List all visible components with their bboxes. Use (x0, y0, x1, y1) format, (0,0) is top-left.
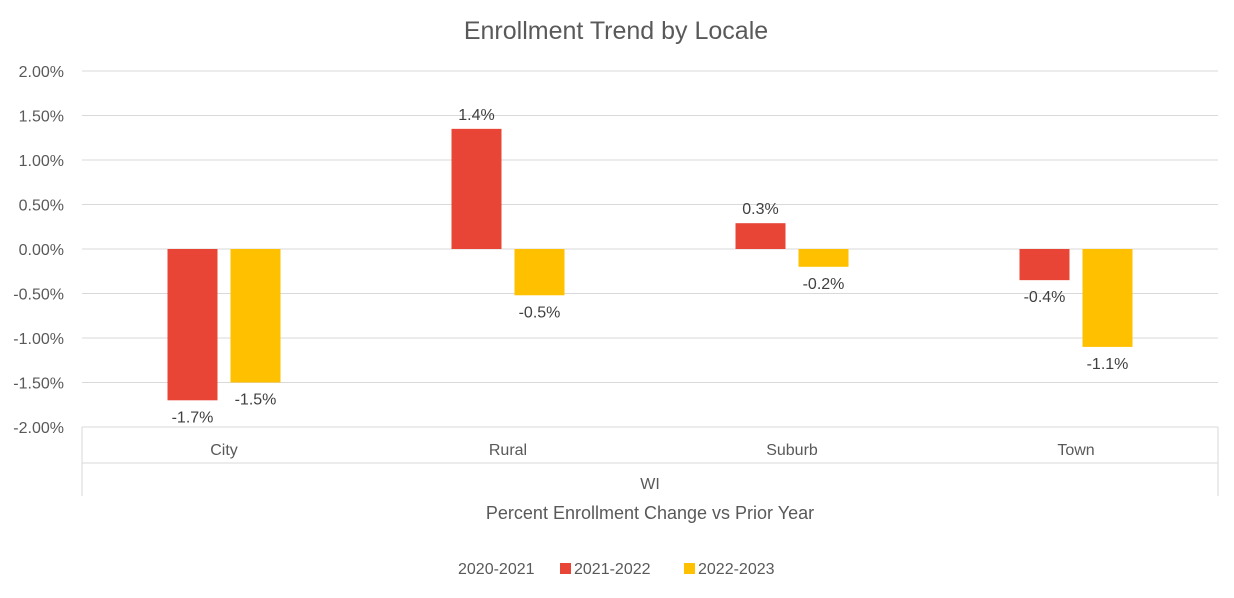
x-tick-label: City (210, 442, 238, 459)
y-tick-label: -2.00% (13, 420, 64, 437)
bar-2021-2022-Rural (451, 128, 502, 249)
legend-item-label: 2021-2022 (574, 561, 651, 578)
data-labels: -1.7% 1.4% 0.3% -0.4% -1.5% -0.5% -0.2% -1.1% (172, 107, 1129, 426)
data-label: -1.5% (235, 392, 277, 409)
x-tick-label: Rural (489, 442, 527, 459)
data-label: 1.4% (458, 107, 494, 124)
data-label: -0.4% (1024, 289, 1066, 306)
data-label: -1.7% (172, 409, 214, 426)
x-axis-title: Percent Enrollment Change vs Prior Year (486, 503, 814, 523)
legend-item-label: 2020-2021 (458, 561, 535, 578)
x-tick-label: Suburb (766, 442, 818, 459)
y-tick-label: -1.00% (13, 331, 64, 348)
data-label: -1.1% (1087, 356, 1129, 373)
group-label: WI (640, 476, 660, 493)
y-tick-label: 1.00% (19, 153, 64, 170)
legend-swatch (684, 563, 695, 574)
y-tick-label: 0.00% (19, 242, 64, 259)
data-label: 0.3% (742, 201, 778, 218)
x-tick-label: Town (1057, 442, 1094, 459)
bar-2021-2022-Suburb (735, 223, 786, 249)
y-axis-ticks: 2.00% 1.50% 1.00% 0.50% 0.00% -0.50% -1.00% -1.… (13, 64, 64, 437)
chart-title: Enrollment Trend by Locale (464, 17, 768, 45)
legend: 2020-2021 2021-2022 2022-2023 (458, 561, 775, 578)
bar-2022-2023-Rural (514, 249, 565, 296)
bar-2021-2022-City (167, 249, 218, 401)
bar-2021-2022-Town (1019, 249, 1070, 281)
y-tick-label: 0.50% (19, 198, 64, 215)
y-tick-label: 2.00% (19, 64, 64, 81)
legend-swatch (560, 563, 571, 574)
bar-2022-2023-Suburb (798, 249, 849, 267)
y-tick-label: -0.50% (13, 287, 64, 304)
data-label: -0.2% (803, 276, 845, 293)
bar-2022-2023-City (230, 249, 281, 383)
y-tick-label: -1.50% (13, 376, 64, 393)
bar-2022-2023-Town (1082, 249, 1133, 347)
legend-item-label: 2022-2023 (698, 561, 775, 578)
bars (167, 128, 1133, 401)
y-tick-label: 1.50% (19, 109, 64, 126)
x-axis: City Rural Suburb Town (81, 426, 1219, 496)
data-label: -0.5% (519, 304, 561, 321)
